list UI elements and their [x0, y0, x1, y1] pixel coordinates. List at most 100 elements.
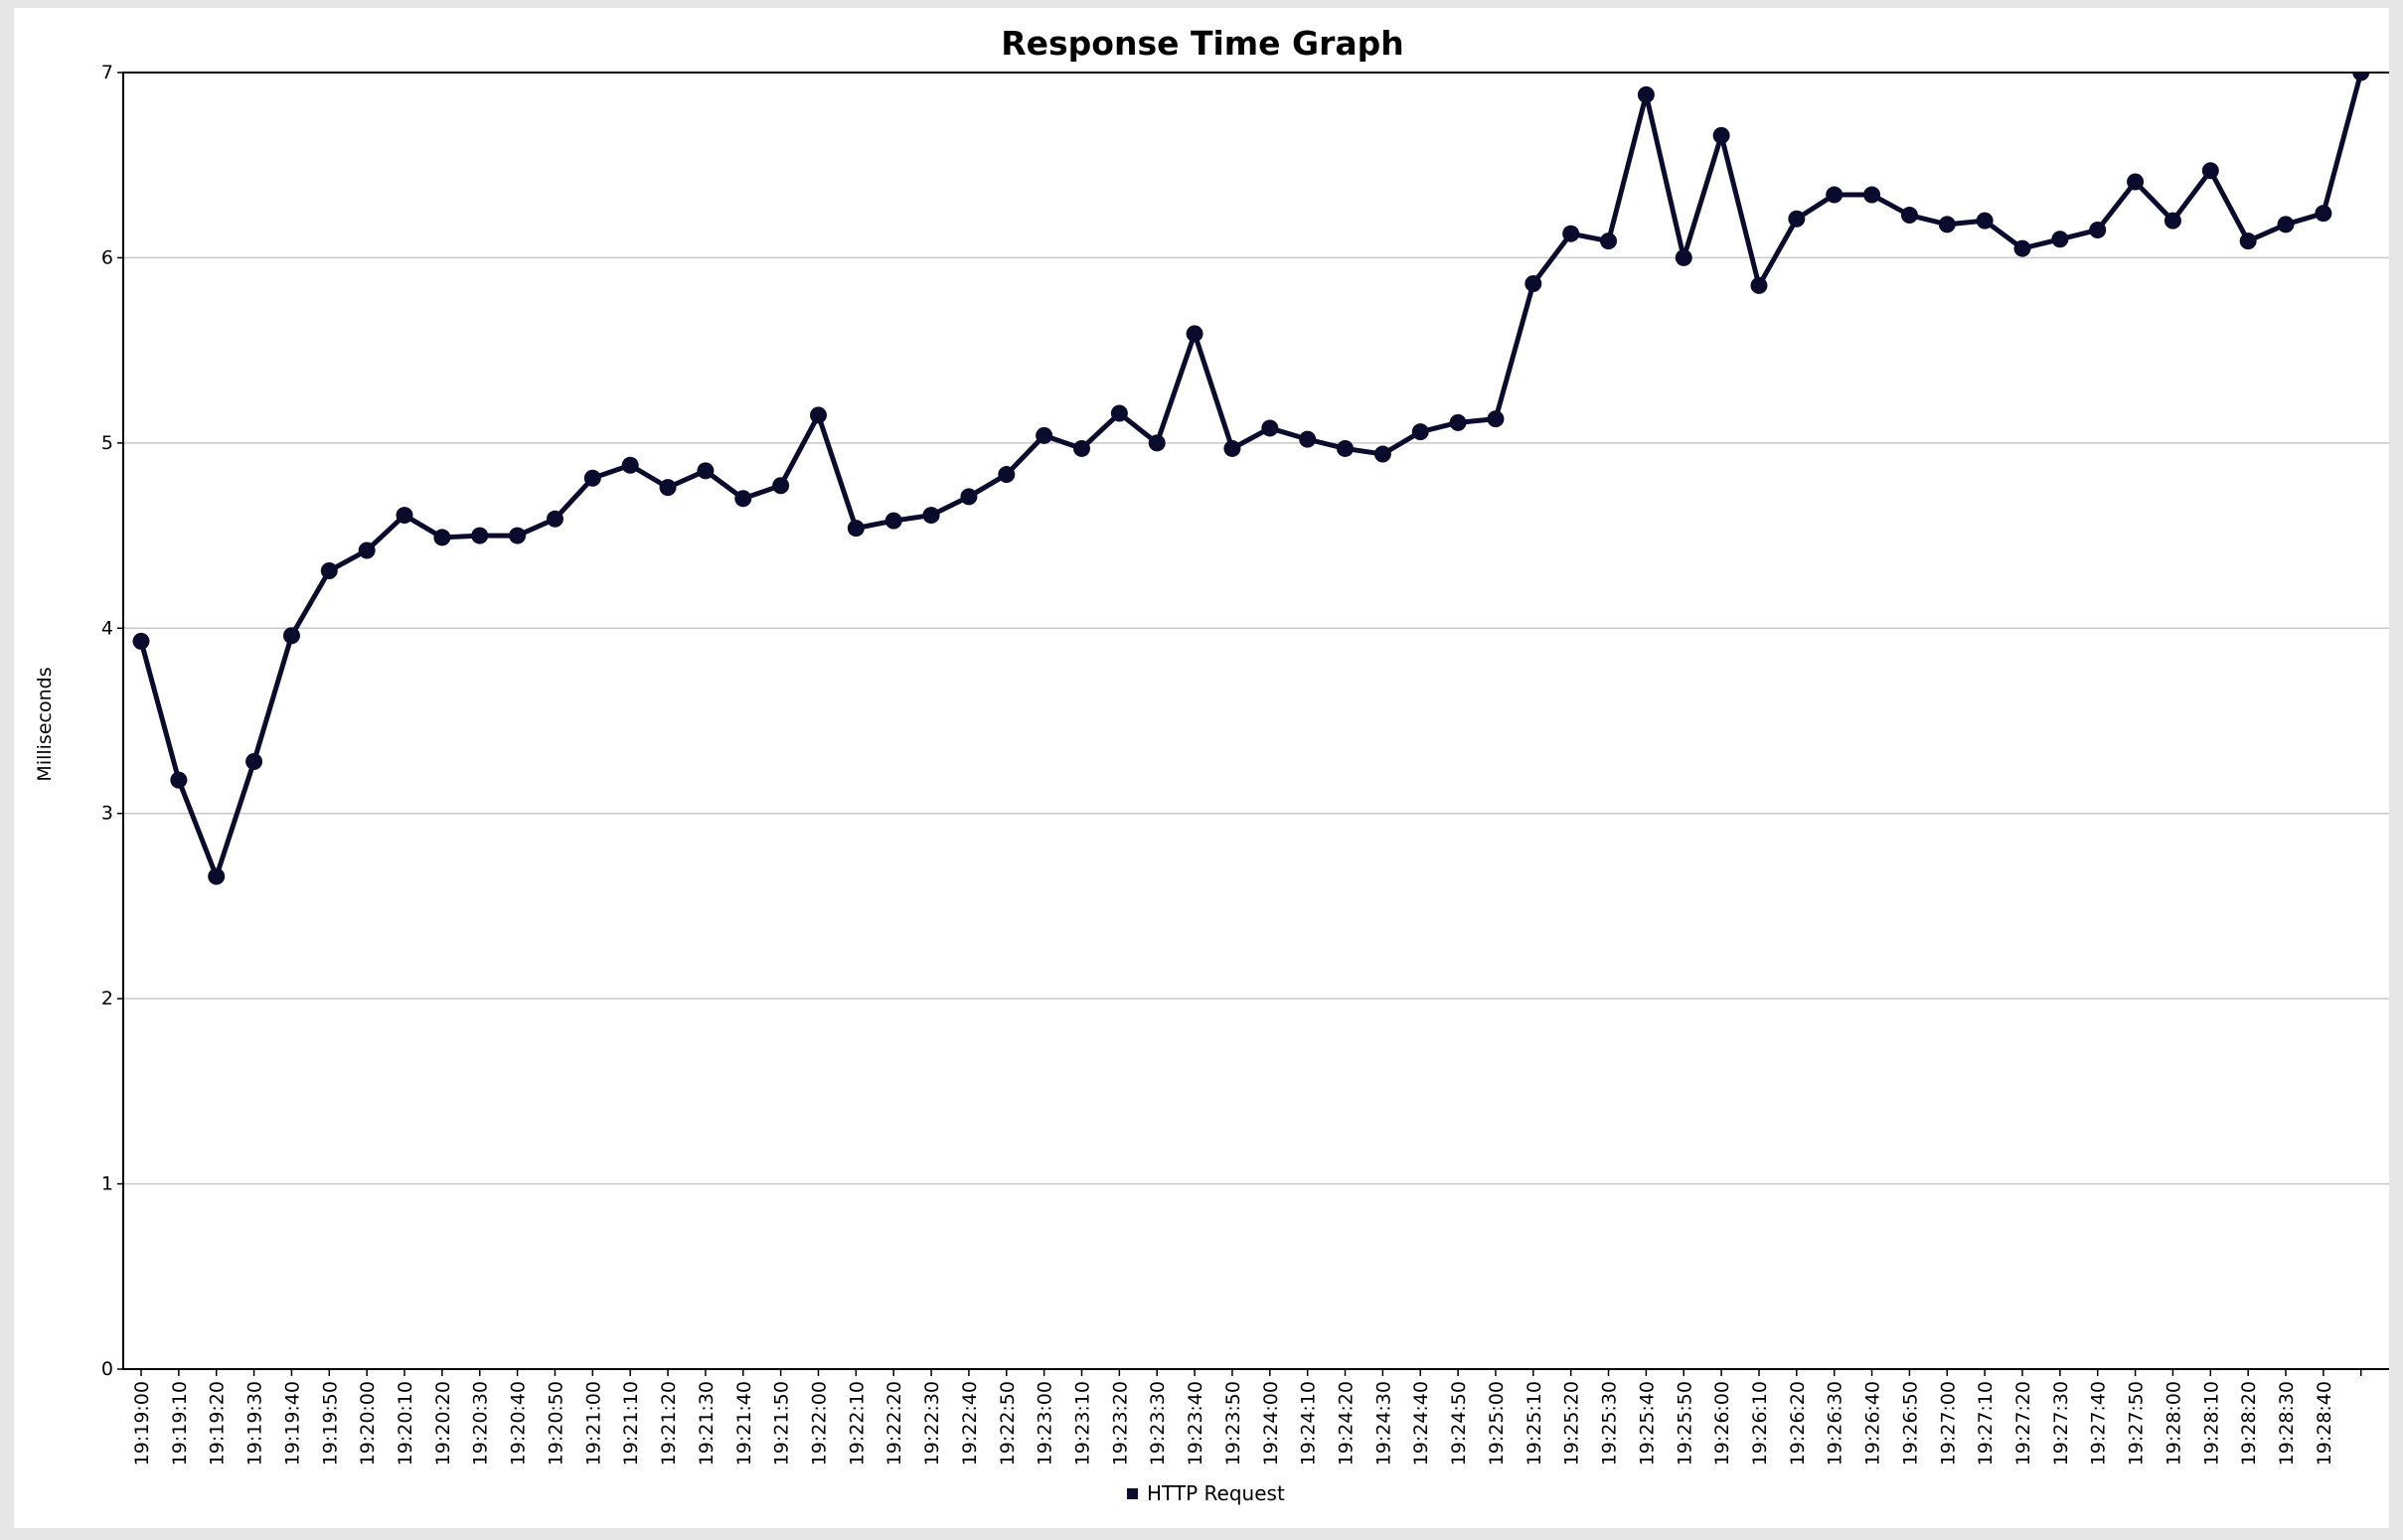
data-point: [1675, 248, 1692, 266]
x-tick-label: 19:24:40: [1410, 1381, 1432, 1465]
data-point: [358, 541, 376, 559]
data-point: [2315, 205, 2332, 223]
data-point: [132, 632, 150, 650]
data-point: [697, 462, 715, 480]
x-tick-label: 19:20:10: [395, 1381, 416, 1465]
chart-title: Response Time Graph: [1001, 24, 1404, 63]
x-tick-label: 19:24:50: [1448, 1381, 1470, 1465]
x-tick-label: 19:19:20: [207, 1381, 229, 1465]
data-point: [1788, 210, 1806, 228]
data-point: [1148, 434, 1166, 452]
data-point: [320, 561, 338, 579]
x-tick-label: 19:22:40: [959, 1381, 981, 1465]
data-point: [546, 510, 563, 528]
data-point: [2127, 173, 2145, 191]
x-tick-label: 19:28:10: [2200, 1381, 2222, 1465]
x-tick-label: 19:19:00: [131, 1381, 153, 1465]
legend-label: HTTP Request: [1147, 1481, 1285, 1505]
x-tick-label: 19:24:20: [1336, 1381, 1358, 1465]
data-point: [659, 479, 677, 497]
data-point: [1826, 186, 1843, 204]
x-tick-label: 19:22:00: [808, 1381, 830, 1465]
x-tick-label: 19:25:20: [1561, 1381, 1583, 1465]
x-tick-label: 19:23:20: [1109, 1381, 1131, 1465]
data-point: [734, 490, 752, 508]
data-point: [1600, 232, 1618, 250]
y-tick-label: 6: [101, 246, 113, 268]
data-point: [1900, 207, 1918, 225]
x-tick-label: 19:22:20: [883, 1381, 905, 1465]
data-point: [509, 527, 527, 544]
x-tick-label: 19:28:00: [2163, 1381, 2184, 1465]
x-tick-label: 19:22:50: [997, 1381, 1019, 1465]
x-tick-label: 19:21:20: [658, 1381, 680, 1465]
data-point: [1299, 430, 1317, 448]
x-tick-label: 19:25:30: [1599, 1381, 1621, 1465]
data-point: [1524, 275, 1542, 293]
data-point: [809, 406, 827, 424]
data-point: [621, 456, 639, 474]
y-axis-label: Milliseconds: [34, 667, 56, 781]
x-tick-label: 19:23:50: [1222, 1381, 1244, 1465]
data-point: [1938, 216, 1956, 233]
data-point: [396, 507, 413, 525]
x-tick-label: 19:27:40: [2088, 1381, 2110, 1465]
data-point: [583, 469, 601, 487]
x-tick-label: 19:22:10: [846, 1381, 868, 1465]
x-tick-label: 19:25:40: [1636, 1381, 1658, 1465]
y-tick-label: 3: [101, 803, 113, 825]
data-point: [1186, 325, 1203, 343]
data-point: [1411, 423, 1429, 441]
data-point: [1261, 419, 1279, 437]
data-point: [1712, 126, 1730, 144]
data-point: [1976, 212, 1994, 230]
x-tick-label: 19:21:40: [733, 1381, 755, 1465]
data-point: [884, 512, 902, 530]
plot-area: [122, 72, 2389, 1370]
legend-swatch: [1127, 1488, 1138, 1499]
x-tick-label: 19:24:30: [1372, 1381, 1394, 1465]
x-tick-label: 19:24:10: [1298, 1381, 1320, 1465]
data-point: [1449, 413, 1467, 431]
x-tick-label: 19:23:40: [1185, 1381, 1206, 1465]
series-http-request: [132, 73, 2370, 885]
x-tick-label: 19:20:40: [508, 1381, 530, 1465]
x-tick-label: 19:19:40: [281, 1381, 303, 1465]
x-tick-label: 19:19:10: [169, 1381, 191, 1465]
x-tick-label: 19:28:40: [2314, 1381, 2335, 1465]
x-tick-label: 19:21:00: [582, 1381, 604, 1465]
data-point: [2051, 231, 2069, 248]
series-line: [138, 73, 2364, 879]
data-point: [1373, 445, 1391, 463]
x-tick-label: 19:27:50: [2126, 1381, 2148, 1465]
data-point: [1110, 404, 1128, 422]
data-point: [170, 771, 188, 789]
x-tick-label: 19:26:00: [1711, 1381, 1733, 1465]
x-tick-label: 19:26:50: [1899, 1381, 1921, 1465]
x-tick-label: 19:27:00: [1937, 1381, 1959, 1465]
data-point: [471, 527, 489, 544]
x-tick-label: 19:26:40: [1862, 1381, 1884, 1465]
data-point: [772, 477, 790, 495]
data-point: [1487, 410, 1505, 428]
x-tick-label: 19:23:30: [1147, 1381, 1169, 1465]
x-tick-label: 19:25:00: [1486, 1381, 1508, 1465]
x-tick-label: 19:27:30: [2050, 1381, 2072, 1465]
data-point: [245, 753, 263, 771]
x-tick-label: 19:28:30: [2276, 1381, 2298, 1465]
x-tick-label: 19:21:30: [696, 1381, 718, 1465]
data-point: [1750, 276, 1768, 294]
y-tick-label: 2: [101, 988, 113, 1009]
data-point: [1223, 439, 1241, 457]
x-tick-label: 19:24:00: [1260, 1381, 1282, 1465]
x-tick-label: 19:25:10: [1523, 1381, 1545, 1465]
data-point: [2239, 232, 2257, 250]
x-tick-label: 19:26:20: [1787, 1381, 1809, 1465]
data-point: [1562, 225, 1580, 242]
data-point: [2013, 239, 2031, 257]
data-point: [847, 520, 865, 538]
y-tick-label: 5: [101, 432, 113, 454]
legend: HTTP Request: [1127, 1481, 1285, 1505]
data-point: [922, 507, 940, 525]
